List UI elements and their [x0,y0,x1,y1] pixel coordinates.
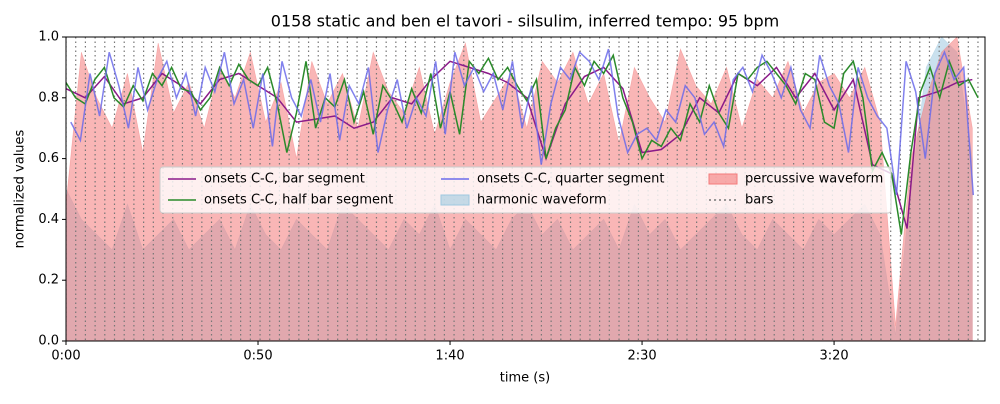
legend-swatch [440,194,470,206]
x-tick-label: 1:40 [435,349,464,364]
y-tick-label: 0.8 [38,90,59,105]
x-axis-label: time (s) [500,371,550,386]
y-tick-label: 1.0 [38,30,59,45]
x-tick-label: 0:50 [243,349,272,364]
x-tick-label: 0:00 [51,349,80,364]
x-tick-label: 2:30 [627,349,656,364]
onset-line [66,60,973,229]
legend-label: onsets C-C, half bar segment [204,193,393,208]
x-tick-label: 3:20 [819,349,848,364]
legend-swatch [708,173,738,185]
legend-label: percussive waveform [745,172,883,187]
y-tick-label: 0.0 [38,334,59,349]
y-tick-label: 0.4 [38,212,59,227]
y-tick-label: 0.2 [38,273,59,288]
legend-label: onsets C-C, quarter segment [477,172,664,187]
legend: onsets C-C, bar segment onsets C-C, half … [159,166,892,214]
y-tick-label: 0.6 [38,151,59,166]
plot-frame [65,36,986,342]
onset-line [66,53,979,235]
chart-title: 0158 static and ben el tavori - silsulim… [271,12,779,31]
y-axis-label: normalized values [13,129,28,248]
legend-box [159,166,892,214]
legend-label: onsets C-C, bar segment [204,172,365,187]
legend-label: harmonic waveform [477,193,607,208]
onset-line [70,48,975,196]
legend-label: bars [745,193,774,208]
